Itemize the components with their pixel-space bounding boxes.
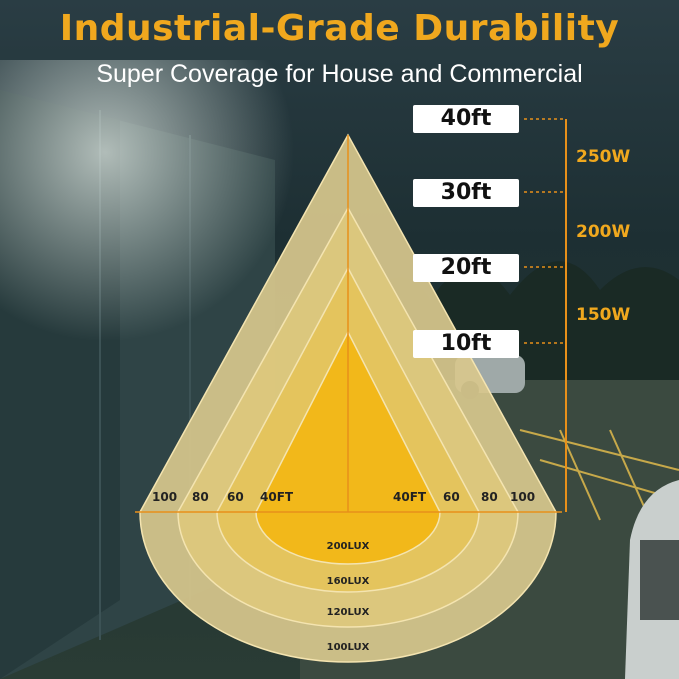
cone-outline [216, 266, 480, 593]
lux-label-120: 120LUX [326, 607, 370, 618]
lot-marking [519, 429, 679, 471]
cone-outline [139, 133, 557, 663]
lot-marking [609, 429, 651, 521]
page-title: Industrial-Grade Durability [59, 8, 620, 49]
height-tag-30ft: 30ft [413, 179, 519, 207]
page-subtitle: Super Coverage for House and Commercial [96, 60, 583, 88]
wattage-label-200w: 200W [576, 222, 631, 242]
height-tag-20ft: 20ft [413, 254, 519, 282]
scale-left-100: 100 [152, 490, 178, 504]
scale-right-80: 80 [481, 490, 498, 504]
height-tag-10ft: 10ft [413, 330, 519, 358]
lux-label-160: 160LUX [326, 576, 370, 587]
lux-label-100: 100LUX [326, 642, 370, 653]
scale-right-60: 60 [443, 490, 460, 504]
scale-right-100: 100 [510, 490, 536, 504]
wattage-label-250w: 250W [576, 147, 631, 167]
scale-left-60: 60 [227, 490, 244, 504]
cone-outline [177, 206, 519, 628]
scale-right-40ft: 40FT [393, 490, 427, 504]
wattage-label-150w: 150W [576, 305, 631, 325]
height-tag-40ft: 40ft [413, 105, 519, 133]
scale-left-80: 80 [192, 490, 209, 504]
lux-label-200: 200LUX [326, 541, 370, 552]
truck-grille [640, 540, 679, 620]
scale-left-40ft: 40FT [260, 490, 294, 504]
cone-outline [255, 330, 441, 565]
